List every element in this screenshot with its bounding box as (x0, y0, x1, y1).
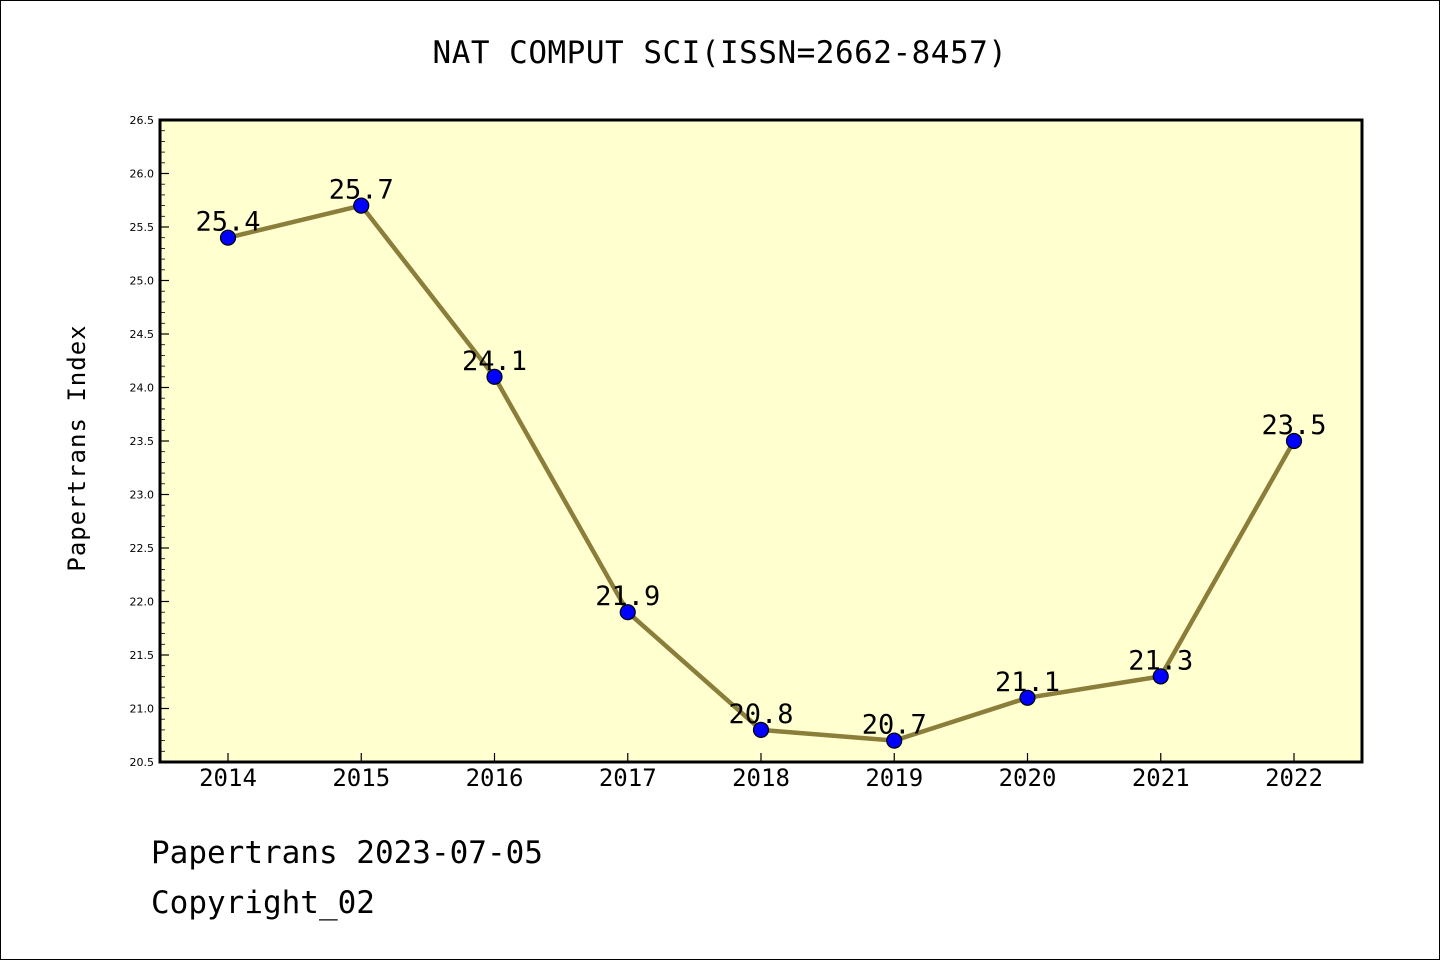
y-tick-label: 26.5 (130, 114, 155, 127)
data-value-label: 21.9 (595, 581, 660, 612)
data-point-marker (353, 197, 370, 214)
y-tick-label: 23.0 (130, 489, 155, 502)
plot-area (158, 118, 1364, 764)
x-tick-label: 2015 (332, 764, 390, 792)
data-value-label: 20.8 (728, 699, 793, 730)
data-value-label: 25.4 (195, 207, 260, 238)
x-axis: 2014 2015 2016 2017 2018 2019 2020 2021 2022 (199, 753, 1323, 792)
x-tick-label: 2018 (732, 764, 790, 792)
y-tick-label: 25.0 (130, 275, 155, 288)
x-tick-label: 2020 (999, 764, 1057, 792)
data-value-label: 21.1 (995, 667, 1060, 698)
y-tick-label: 21.5 (130, 649, 155, 662)
y-tick-label: 20.5 (130, 756, 155, 769)
data-point-marker (619, 604, 636, 621)
data-labels: 25.4 25.7 24.1 21.9 20.8 20.7 21.1 21.3 23.5 (195, 175, 1326, 741)
data-point-marker (752, 721, 770, 739)
x-tick-label: 2014 (199, 764, 257, 792)
x-tick-label: 2017 (599, 764, 657, 792)
series-markers (219, 197, 1303, 749)
footer-date: Papertrans 2023-07-05 (151, 835, 543, 871)
data-point-marker (1019, 689, 1036, 706)
data-value-label: 20.7 (862, 710, 927, 741)
data-value-label: 23.5 (1261, 410, 1326, 441)
y-axis: 20.5 21.0 21.5 22.0 22.5 23.0 23.5 24.0 24.5 25.0… (130, 114, 169, 769)
footer-copyright: Copyright_02 (151, 885, 375, 921)
data-value-label: 21.3 (1128, 645, 1193, 676)
y-tick-label: 24.5 (130, 328, 155, 341)
data-point-marker (486, 368, 503, 385)
data-point-marker (219, 229, 237, 246)
data-value-label: 24.1 (462, 346, 527, 377)
data-point-marker (886, 732, 903, 749)
data-point-marker (1152, 668, 1169, 685)
data-value-label: 25.7 (329, 175, 394, 206)
x-tick-label: 2021 (1132, 764, 1190, 792)
y-tick-label: 22.5 (130, 542, 155, 555)
chart-title: NAT COMPUT SCI(ISSN=2662-8457) (432, 35, 1008, 71)
x-tick-label: 2022 (1265, 764, 1323, 792)
x-tick-label: 2019 (865, 764, 923, 792)
y-tick-label: 22.0 (130, 596, 155, 609)
x-tick-label: 2016 (466, 764, 524, 792)
y-tick-label: 25.5 (130, 221, 155, 234)
y-tick-label: 23.5 (130, 435, 155, 448)
y-tick-label: 21.0 (130, 703, 155, 716)
y-tick-label: 26.0 (130, 168, 155, 181)
data-point-marker (1285, 432, 1303, 450)
y-tick-label: 24.0 (130, 382, 155, 395)
